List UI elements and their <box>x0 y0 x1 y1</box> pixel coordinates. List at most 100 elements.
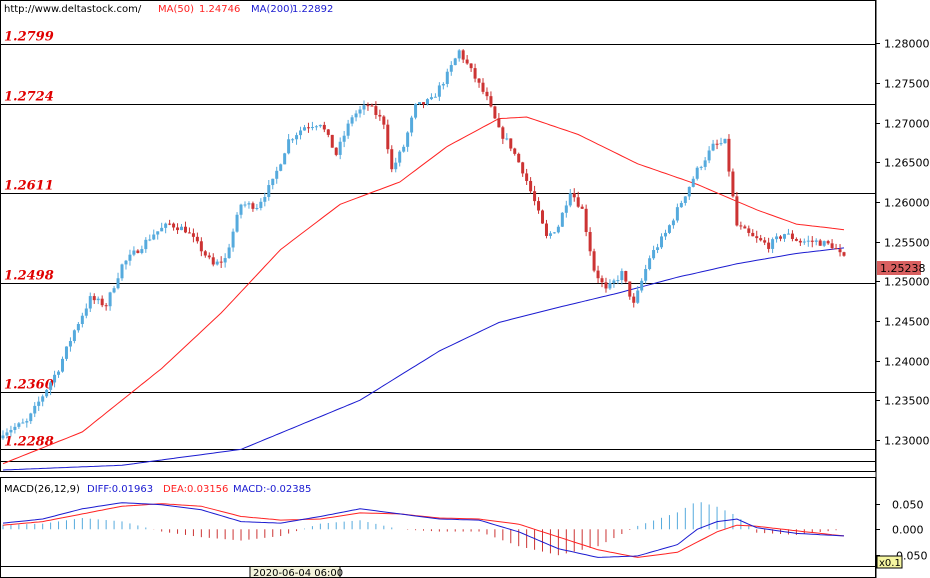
candle-77 <box>306 122 310 133</box>
level-label-1: 1.2724 <box>4 90 54 105</box>
candle-178 <box>707 146 711 164</box>
candle-31 <box>124 259 128 270</box>
macd-histogram-value: MACD:-0.02385 <box>233 484 311 495</box>
candle-118 <box>469 63 473 72</box>
candle-144 <box>572 188 576 202</box>
site-url: http://www.deltastock.com/ <box>4 4 142 15</box>
candle-205 <box>814 238 818 246</box>
candle-21 <box>84 303 88 319</box>
candle-210 <box>834 243 838 250</box>
candle-26 <box>104 303 108 311</box>
candle-123 <box>489 91 493 108</box>
candle-68 <box>271 178 275 190</box>
candle-body <box>223 258 227 263</box>
ma50-path <box>2 116 845 465</box>
candle-body <box>104 305 108 307</box>
candle-0 <box>1 430 5 440</box>
candle-209 <box>830 239 834 250</box>
candle-190 <box>755 230 759 243</box>
candle-body <box>275 170 279 179</box>
candle-body <box>759 238 763 241</box>
zoom-badge[interactable] <box>876 555 903 569</box>
candle-body <box>802 241 806 243</box>
candle-49 <box>195 232 199 244</box>
candle-body <box>763 240 767 243</box>
candle-106 <box>422 101 425 109</box>
candle-84 <box>334 147 338 157</box>
candle-body <box>656 247 660 251</box>
candle-body <box>525 173 529 181</box>
candle-136 <box>541 209 545 224</box>
candle-body <box>9 429 13 433</box>
candle-body <box>64 346 68 359</box>
candle-164 <box>652 245 656 260</box>
candle-179 <box>711 139 715 152</box>
candle-body <box>49 382 53 390</box>
candle-body <box>806 240 810 242</box>
price-tick-label-4: 1.26000 <box>884 197 930 210</box>
candle-62 <box>247 201 251 209</box>
candle-25 <box>100 295 104 308</box>
candle-body <box>239 204 243 215</box>
candle-body <box>425 99 429 105</box>
candle-body <box>576 197 580 207</box>
candle-body <box>798 240 802 243</box>
price-axis-ticks: 1.28000 1.27500 1.27000 1.26500 1.26000 1.255… <box>876 38 930 448</box>
candle-45 <box>180 223 184 231</box>
candle-201 <box>798 238 802 247</box>
ma50-value: 1.24746 <box>199 4 240 15</box>
candle-125 <box>497 113 501 128</box>
level-label-4: 1.2360 <box>4 378 54 393</box>
candle-94 <box>374 101 378 119</box>
candle-124 <box>493 105 497 120</box>
candle-180 <box>715 139 719 150</box>
price-tick-label-0: 1.28000 <box>884 38 930 51</box>
price-tick-label-9: 1.23500 <box>884 395 930 408</box>
candle-body <box>219 261 223 263</box>
candle-29 <box>116 272 120 290</box>
candle-141 <box>560 212 564 228</box>
candle-3 <box>13 423 17 434</box>
candle-150 <box>596 265 600 284</box>
candle-body <box>358 109 362 114</box>
zoom-label: x0.1 <box>879 558 901 569</box>
candle-body <box>533 191 537 202</box>
candle-body <box>160 227 164 232</box>
candle-69 <box>275 166 279 184</box>
candle-body <box>505 138 509 140</box>
candle-body <box>247 203 251 205</box>
candle-207 <box>822 240 826 248</box>
candle-103 <box>410 115 414 137</box>
candle-body <box>72 330 76 342</box>
candle-body <box>449 65 453 72</box>
candle-100 <box>398 150 402 167</box>
candle-body <box>330 134 334 148</box>
candle-body <box>17 423 21 427</box>
ma200-value: 1.22892 <box>292 4 333 15</box>
candle-97 <box>386 119 390 154</box>
candle-body <box>679 202 683 208</box>
candle-140 <box>556 224 560 234</box>
candle-113 <box>449 61 453 76</box>
candle-156 <box>620 268 624 285</box>
candle-198 <box>786 228 790 235</box>
candle-body <box>592 251 596 271</box>
candle-body <box>255 207 259 209</box>
candle-body <box>314 126 318 128</box>
candle-64 <box>255 203 259 211</box>
candle-56 <box>223 253 227 268</box>
candle-body <box>437 85 441 97</box>
candle-body <box>675 207 679 221</box>
candle-206 <box>818 238 822 246</box>
candle-91 <box>362 100 366 115</box>
candle-174 <box>691 176 695 188</box>
candle-body <box>782 234 786 239</box>
candle-body <box>608 283 612 289</box>
time-scrollbar[interactable] <box>0 566 876 578</box>
macd-name: MACD(26,12,9) <box>4 484 80 495</box>
candle-body <box>826 241 830 244</box>
candle-170 <box>675 203 679 223</box>
candle-body <box>493 106 497 119</box>
